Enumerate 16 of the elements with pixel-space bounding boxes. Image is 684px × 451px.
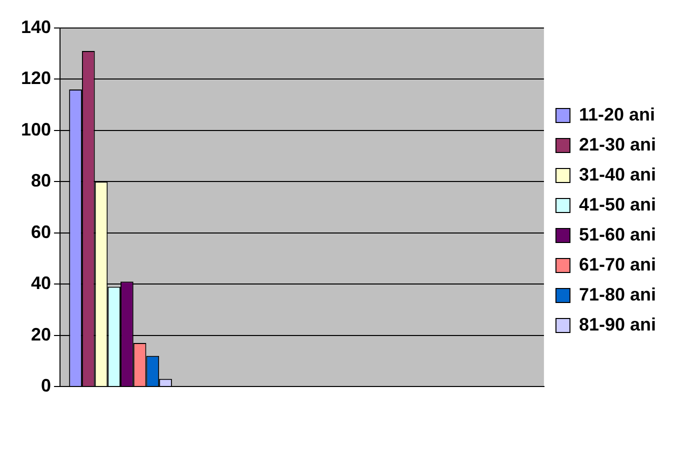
legend-label: 31-40 ani bbox=[578, 164, 656, 184]
y-tick-label: 20 bbox=[31, 324, 52, 344]
legend-label: 81-90 ani bbox=[578, 314, 656, 334]
legend-label: 41-50 ani bbox=[578, 194, 656, 214]
legend-label: 21-30 ani bbox=[578, 134, 656, 154]
y-tick-label: 100 bbox=[20, 119, 52, 140]
y-tick-label: 60 bbox=[31, 222, 52, 242]
legend-label: 71-80 ani bbox=[578, 284, 656, 304]
y-tick-label: 120 bbox=[20, 68, 52, 88]
y-tick-label: 140 bbox=[20, 16, 52, 37]
y-tick-label: 40 bbox=[31, 273, 52, 294]
legend-label: 11-20 ani bbox=[578, 104, 656, 124]
legend-label: 51-60 ani bbox=[578, 224, 656, 244]
y-tick-label: 0 bbox=[41, 376, 52, 396]
legend-label: 61-70 ani bbox=[578, 254, 656, 274]
y-tick-label: 80 bbox=[31, 170, 52, 191]
